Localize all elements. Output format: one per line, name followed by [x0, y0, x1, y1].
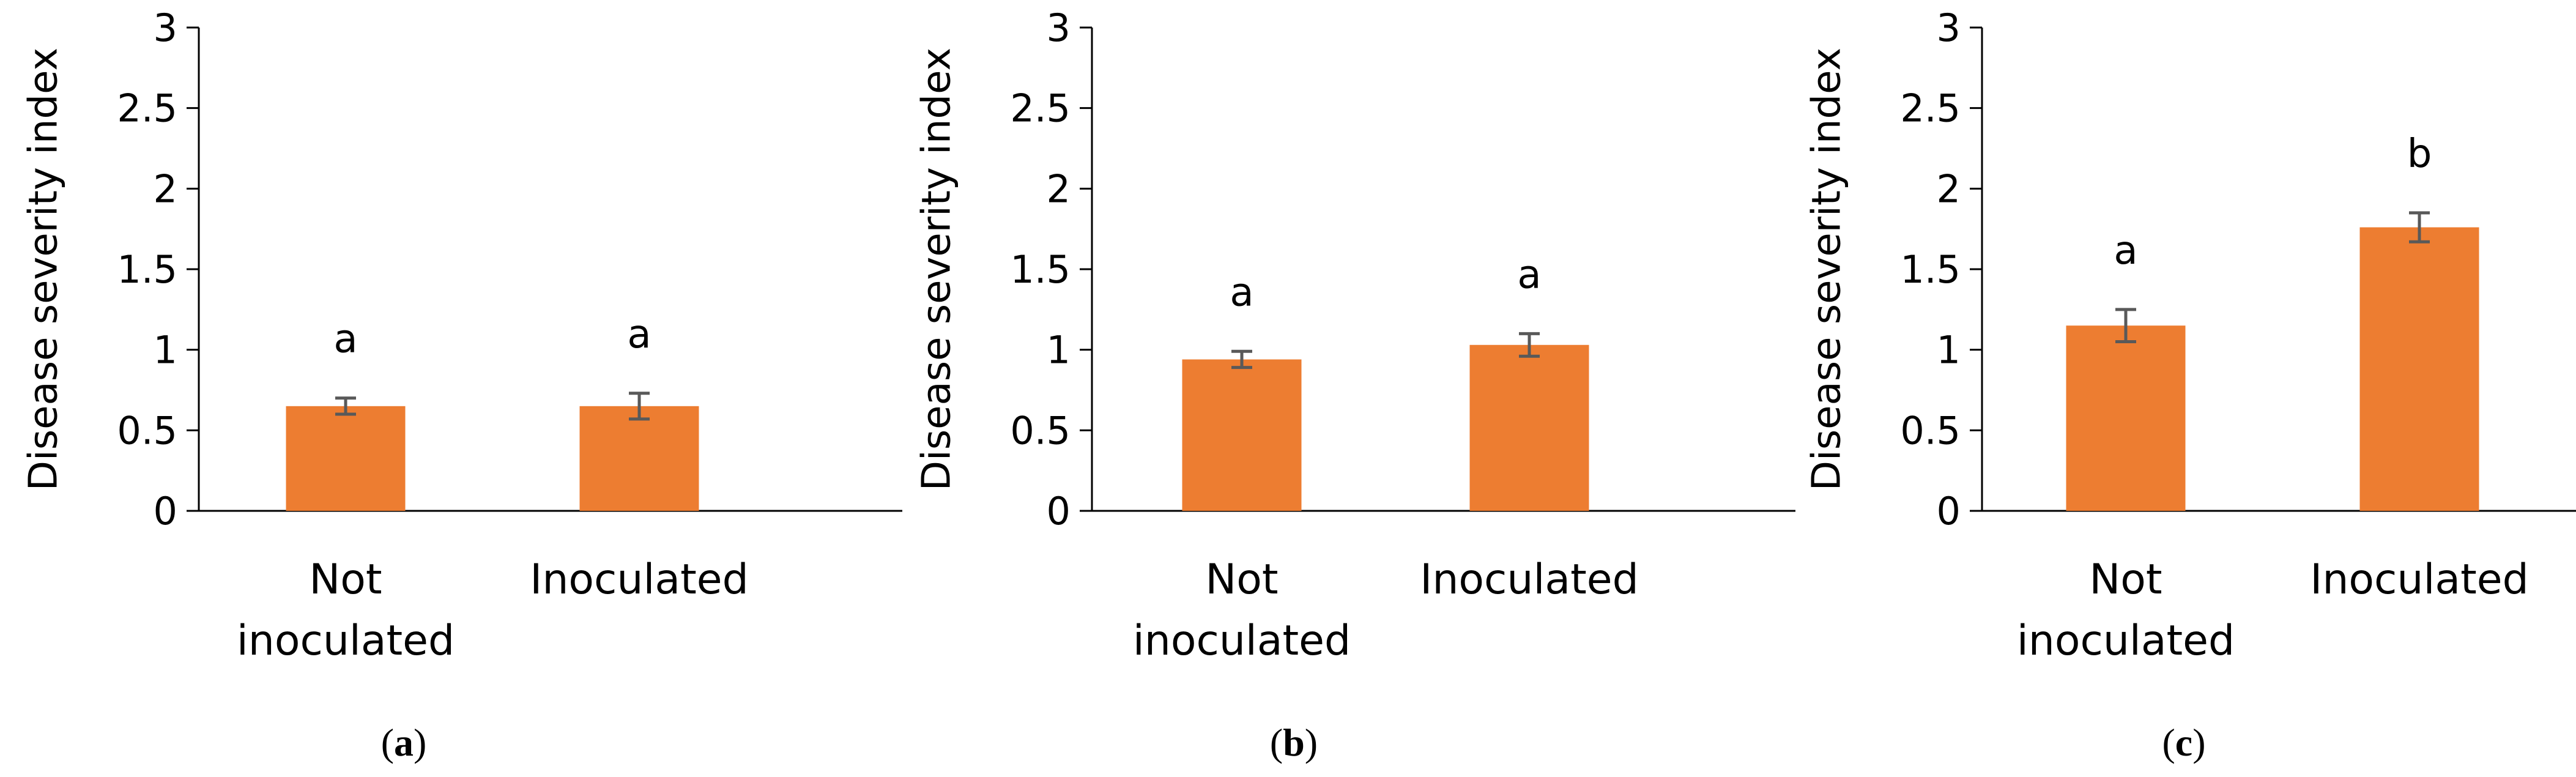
y-tick-label: 2.5 [1900, 86, 1961, 131]
significance-letter: b [2407, 132, 2432, 177]
chart-panel-b: 0 0.5 1 1.5 2 2.5 3 Disease severity index a Not i… [915, 6, 1795, 764]
chart-panel-c: 0 0.5 1 1.5 2 2.5 3 Disease severity index a Not i… [1805, 6, 2576, 764]
y-axis-title: Disease severity index [915, 48, 960, 491]
y-tick-label: 0.5 [1900, 408, 1961, 453]
category-label: inoculated [2017, 617, 2235, 665]
y-tick-label: 2 [1047, 166, 1071, 211]
y-tick-label: 0.5 [1010, 408, 1071, 453]
category-label: Inoculated [1420, 556, 1638, 604]
bar [2066, 325, 2186, 511]
bar [2359, 227, 2479, 511]
significance-letter: a [2114, 228, 2137, 273]
y-tick-label: 2.5 [1010, 86, 1071, 131]
y-tick-label: 1.5 [117, 247, 177, 292]
bar [579, 406, 699, 511]
y-tick-label: 2 [1937, 166, 1961, 211]
category-label: Inoculated [530, 556, 748, 604]
chart-panel-a: 0 0.5 1 1.5 2 2.5 3 Disease severity index a Not i… [21, 6, 902, 764]
y-tick-label: 3 [1937, 6, 1961, 50]
significance-letter: a [1230, 270, 1253, 315]
y-tick-label: 3 [1047, 6, 1071, 50]
category-label: inoculated [237, 617, 455, 665]
y-tick-label: 2 [154, 166, 177, 211]
bar [1182, 359, 1302, 511]
category-label: inoculated [1133, 617, 1351, 665]
panel-label: (b) [1270, 721, 1318, 764]
category-label: Not [1205, 556, 1278, 604]
category-label: Not [309, 556, 382, 604]
y-tick-label: 0 [154, 489, 177, 533]
y-tick-label: 0 [1937, 489, 1961, 533]
y-tick-label: 0 [1047, 489, 1071, 533]
y-axis-title: Disease severity index [21, 48, 67, 491]
significance-letter: a [1517, 252, 1541, 297]
panel-label: (c) [2162, 721, 2205, 764]
bar [286, 406, 406, 511]
y-tick-label: 0.5 [117, 408, 177, 453]
y-tick-label: 1 [1047, 328, 1071, 373]
y-tick-label: 1 [1937, 328, 1961, 373]
y-tick-label: 1.5 [1900, 247, 1961, 292]
category-label: Not [2089, 556, 2162, 604]
y-tick-label: 1 [154, 328, 177, 373]
y-axis-title: Disease severity index [1805, 48, 1850, 491]
panel-label: (a) [381, 721, 427, 764]
category-label: Inoculated [2310, 556, 2528, 604]
bar [1469, 344, 1589, 511]
y-tick-label: 3 [154, 6, 177, 50]
y-tick-label: 1.5 [1010, 247, 1071, 292]
significance-letter: a [627, 312, 651, 357]
y-tick-label: 2.5 [117, 86, 177, 131]
significance-letter: a [333, 317, 357, 362]
